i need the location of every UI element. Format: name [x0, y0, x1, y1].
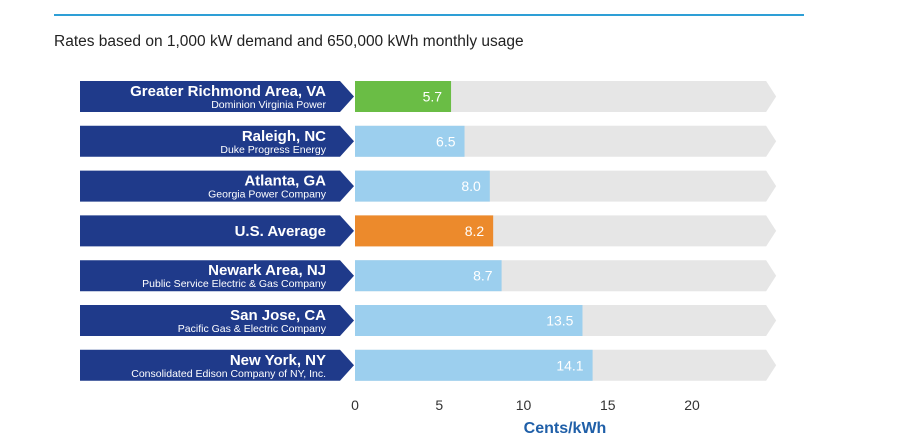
- row-label-subtitle: Georgia Power Company: [208, 189, 327, 201]
- bar: [355, 305, 583, 336]
- row-label-subtitle: Pacific Gas & Electric Company: [178, 323, 327, 335]
- row-label-title: Newark Area, NJ: [208, 262, 326, 279]
- row-label-title: San Jose, CA: [230, 307, 326, 324]
- x-tick-label: 0: [351, 397, 359, 413]
- row-label-title: Raleigh, NC: [242, 128, 326, 145]
- row-label-subtitle: Public Service Electric & Gas Company: [142, 278, 327, 290]
- row-label-box: [80, 81, 354, 112]
- bar: [355, 170, 490, 202]
- bar: [355, 260, 502, 292]
- bar-value-label: 14.1: [556, 357, 583, 373]
- bar-value-label: 8.2: [465, 223, 485, 239]
- bar-value-label: 5.7: [423, 89, 443, 105]
- bar: [355, 81, 452, 112]
- bar: [355, 125, 465, 157]
- chart-subtitle: Rates based on 1,000 kW demand and 650,0…: [54, 33, 524, 50]
- bar: [355, 349, 593, 381]
- bar-value-label: 8.7: [473, 268, 493, 284]
- row-label-title: Greater Richmond Area, VA: [130, 83, 326, 100]
- x-tick-label: 10: [516, 397, 532, 413]
- row-label-box: [80, 305, 354, 336]
- row-label-box: [80, 215, 354, 247]
- row-label-subtitle: Duke Progress Energy: [220, 144, 326, 156]
- row-label-box: [80, 349, 354, 381]
- row-label-box: [80, 260, 354, 292]
- bar-value-label: 8.0: [461, 178, 481, 194]
- bar-value-label: 6.5: [436, 133, 456, 149]
- bar: [355, 215, 494, 247]
- x-axis-title: Cents/kWh: [524, 420, 607, 437]
- row-label-title: Atlanta, GA: [244, 173, 326, 190]
- x-tick-label: 5: [435, 397, 443, 413]
- row-label-subtitle: Dominion Virginia Power: [211, 99, 326, 111]
- row-label-title: New York, NY: [230, 352, 326, 369]
- row-label-box: [80, 125, 354, 157]
- x-tick-label: 15: [600, 397, 616, 413]
- row-label-title: U.S. Average: [235, 223, 326, 240]
- bar-track: [355, 81, 777, 112]
- row-label-box: [80, 170, 354, 202]
- top-rule: [54, 14, 804, 16]
- bar-value-label: 13.5: [546, 313, 573, 329]
- row-label-subtitle: Consolidated Edison Company of NY, Inc.: [131, 368, 326, 380]
- x-tick-label: 20: [684, 397, 700, 413]
